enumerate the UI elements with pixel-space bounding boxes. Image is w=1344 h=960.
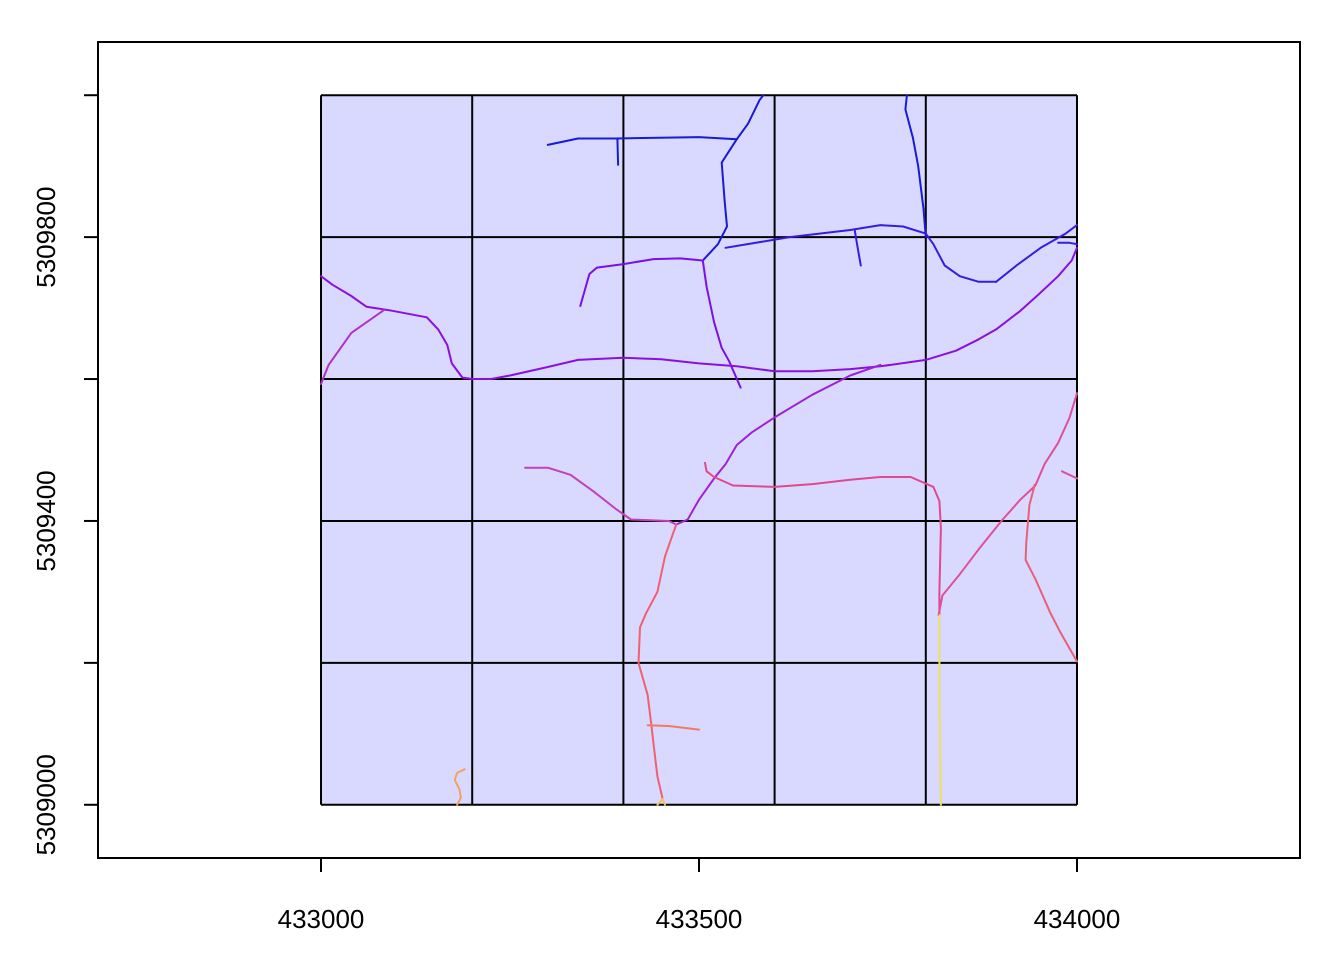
stream-line bbox=[1057, 241, 1078, 246]
y-tick-label: 5309000 bbox=[31, 754, 61, 855]
stream-line bbox=[701, 138, 738, 262]
stream-line bbox=[637, 523, 678, 801]
stream-line bbox=[320, 309, 385, 385]
grid-cells bbox=[320, 94, 1078, 806]
stream-line bbox=[656, 798, 664, 806]
stream-line bbox=[524, 466, 678, 526]
stream-line bbox=[1024, 483, 1078, 663]
stream-line bbox=[735, 94, 765, 141]
y-axis: 5309000 5309400 5309800 bbox=[31, 94, 98, 855]
stream-line bbox=[1060, 470, 1078, 480]
stream-line bbox=[924, 232, 998, 283]
stream-line bbox=[579, 257, 704, 307]
x-tick-label: 433000 bbox=[278, 904, 365, 934]
stream-line bbox=[904, 94, 927, 239]
stream-line bbox=[546, 136, 738, 146]
grid-background bbox=[321, 95, 1077, 805]
y-tick-label: 5309400 bbox=[31, 470, 61, 571]
stream-line bbox=[453, 768, 466, 806]
stream-line bbox=[646, 724, 700, 731]
stream-line bbox=[995, 224, 1078, 283]
stream-line bbox=[853, 229, 862, 267]
x-tick-label: 434000 bbox=[1034, 904, 1121, 934]
stream-line bbox=[616, 137, 620, 166]
stream-line bbox=[704, 461, 942, 617]
x-tick-label: 433500 bbox=[656, 904, 743, 934]
series-lines bbox=[320, 94, 1078, 806]
stream-line bbox=[938, 614, 942, 806]
stream-line bbox=[675, 363, 882, 526]
stream-line bbox=[937, 392, 1078, 617]
stream-line bbox=[724, 224, 927, 249]
y-tick-label: 5309800 bbox=[31, 187, 61, 288]
stream-line bbox=[320, 246, 1078, 380]
x-axis: 433000 433500 434000 bbox=[278, 858, 1121, 934]
